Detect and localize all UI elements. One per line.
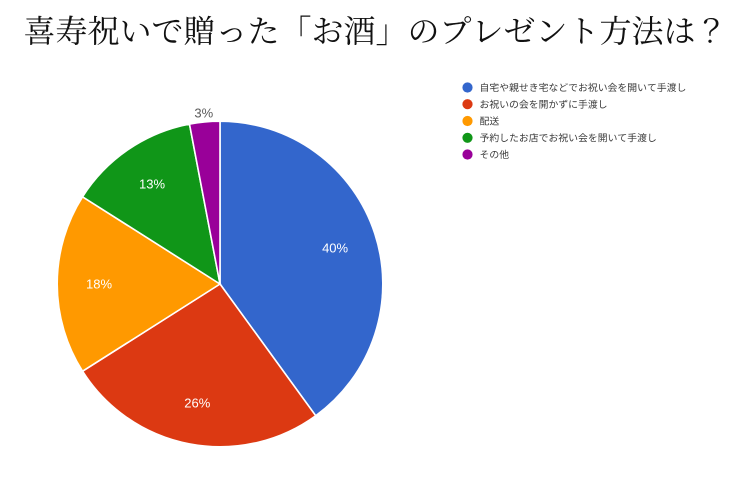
svg-text:18%: 18% — [86, 277, 112, 292]
svg-text:3%: 3% — [194, 106, 213, 121]
svg-text:40%: 40% — [322, 241, 348, 256]
svg-text:26%: 26% — [184, 396, 210, 411]
svg-text:13%: 13% — [139, 177, 165, 192]
